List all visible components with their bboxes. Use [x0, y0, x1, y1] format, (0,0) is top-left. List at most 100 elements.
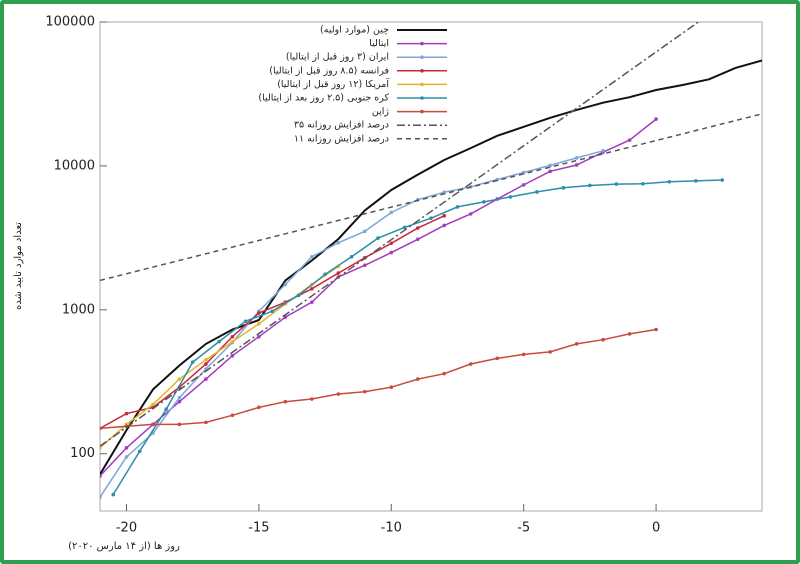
- legend-label: ایران (۳ روز قبل از ایتالیا): [286, 52, 389, 63]
- series-line: [100, 150, 604, 498]
- data-point: [429, 216, 433, 220]
- data-point: [495, 356, 500, 361]
- data-point: [336, 392, 341, 396]
- y-axis-title: تعداد موارد تایید شده: [13, 222, 24, 310]
- data-point: [548, 350, 552, 354]
- plot-frame: [99, 21, 763, 512]
- data-point: [230, 353, 235, 358]
- data-point: [204, 357, 208, 362]
- x-tick-label: -15: [248, 521, 269, 536]
- chart: تعداد موارد تایید شده روز ها (از ۱۴ مارس…: [13, 15, 763, 552]
- legend-marker: [420, 55, 424, 59]
- y-tick-label: 100: [70, 446, 95, 461]
- data-point: [521, 183, 526, 187]
- data-point: [230, 339, 235, 344]
- series-line: [100, 59, 762, 475]
- data-point: [415, 237, 420, 242]
- series-line: [100, 215, 445, 430]
- y-tick-label: 10000: [54, 158, 95, 173]
- legend-marker: [420, 109, 424, 114]
- data-point: [574, 342, 579, 346]
- data-point: [310, 397, 314, 401]
- legend-label: چین (موارد اولیه): [320, 25, 389, 36]
- data-point: [482, 200, 486, 204]
- data-point: [100, 445, 102, 450]
- data-point: [548, 163, 552, 168]
- series-line: [100, 118, 657, 477]
- data-point: [389, 250, 394, 255]
- data-point: [588, 183, 592, 188]
- x-tick-label: 0: [652, 521, 660, 536]
- data-point: [442, 214, 447, 218]
- data-point: [455, 205, 460, 209]
- data-point: [124, 411, 129, 416]
- data-point: [349, 254, 354, 259]
- series-line: [100, 113, 762, 282]
- data-point: [601, 149, 605, 153]
- data-point: [508, 195, 513, 199]
- data-point: [310, 286, 314, 291]
- data-point: [694, 179, 698, 183]
- data-point: [257, 334, 261, 339]
- legend-label: ژاپن: [372, 106, 390, 117]
- data-point: [442, 223, 447, 228]
- data-point: [310, 254, 314, 259]
- data-point: [614, 182, 619, 186]
- data-point: [336, 271, 341, 275]
- data-point: [257, 405, 261, 410]
- legend-label: ۳۵ درصد افزایش روزانه: [294, 120, 389, 131]
- data-point: [363, 389, 367, 394]
- data-point: [204, 377, 208, 381]
- data-point: [243, 319, 248, 324]
- legend-label: فرانسه (۸.۵ روز قبل از ایتالیا): [269, 65, 389, 76]
- legend-marker: [420, 96, 424, 100]
- data-point: [190, 360, 195, 364]
- data-point: [111, 492, 116, 497]
- data-point: [521, 352, 526, 357]
- data-point: [561, 186, 566, 190]
- data-point: [257, 321, 261, 326]
- data-point: [389, 241, 394, 246]
- data-point: [296, 293, 301, 298]
- y-tick-label: 100000: [45, 15, 95, 30]
- data-point: [164, 407, 168, 411]
- data-point: [177, 399, 182, 404]
- data-point: [641, 181, 645, 186]
- data-point: [654, 327, 658, 332]
- plot: [100, 22, 762, 499]
- data-point: [230, 413, 235, 418]
- data-point: [667, 180, 672, 184]
- data-point: [100, 474, 102, 478]
- x-tick-label: -10: [381, 521, 402, 536]
- data-point: [363, 229, 367, 234]
- data-point: [376, 236, 380, 240]
- data-point: [574, 156, 579, 160]
- legend-marker: [420, 82, 424, 87]
- legend-label: کره جنوبی (۲.۵ روز بعد از ایتالیا): [258, 93, 389, 104]
- data-point: [323, 272, 327, 277]
- data-point: [468, 212, 473, 216]
- data-point: [257, 311, 261, 315]
- data-point: [574, 163, 579, 167]
- data-point: [217, 339, 221, 344]
- legend: چین (موارد اولیه) ایتالیا ایران (۳ روز قبل…: [258, 25, 447, 144]
- data-point: [283, 399, 288, 404]
- data-point: [336, 241, 341, 245]
- data-point: [442, 371, 447, 376]
- data-point: [124, 455, 129, 459]
- data-point: [442, 190, 447, 195]
- data-point: [283, 282, 288, 287]
- data-point: [654, 117, 658, 121]
- legend-label: آمریکا (۱۲ روز قبل از ایتالیا): [277, 77, 389, 90]
- data-point: [402, 225, 407, 230]
- legend-label: ایتالیا: [369, 38, 389, 49]
- data-point: [270, 309, 274, 314]
- data-point: [124, 445, 129, 450]
- data-point: [310, 300, 314, 304]
- data-point: [389, 210, 394, 215]
- legend-marker: [420, 69, 424, 73]
- x-tick-label: -20: [116, 521, 137, 536]
- data-point: [601, 337, 605, 342]
- data-point: [720, 178, 725, 182]
